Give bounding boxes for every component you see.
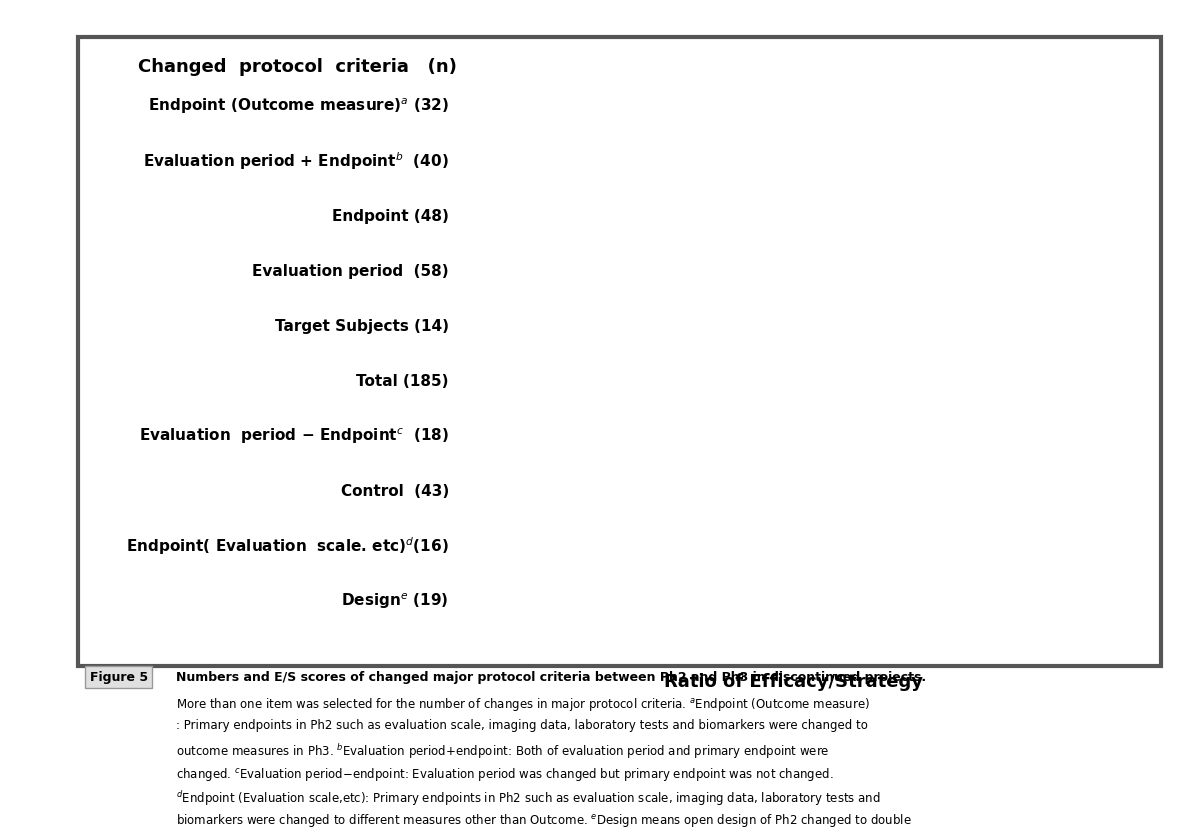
- Bar: [455, 202, 679, 232]
- Text: Total (185): Total (185): [357, 374, 449, 389]
- Text: 2.5: 2.5: [567, 484, 594, 499]
- Text: 6.4: 6.4: [731, 154, 759, 169]
- Bar: [455, 367, 603, 397]
- Text: Endpoint (Outcome measure)$^a$ (32): Endpoint (Outcome measure)$^a$ (32): [148, 97, 449, 117]
- Text: : Primary endpoints in Ph2 such as evaluation scale, imaging data, laboratory te: : Primary endpoints in Ph2 such as evalu…: [176, 719, 868, 732]
- X-axis label: Ratio of Efficacy/Strategy: Ratio of Efficacy/Strategy: [663, 673, 923, 691]
- Bar: [455, 421, 582, 451]
- Text: 4.5: 4.5: [651, 319, 679, 334]
- Text: 2.0: 2.0: [546, 539, 572, 554]
- Text: Design$^e$ (19): Design$^e$ (19): [341, 591, 449, 611]
- Text: changed. $^c$Evaluation period−endpoint: Evaluation period was changed but prima: changed. $^c$Evaluation period−endpoint:…: [176, 766, 833, 782]
- Bar: [455, 312, 645, 342]
- Text: Endpoint( Evaluation  scale. etc)$^d$(16): Endpoint( Evaluation scale. etc)$^d$(16): [126, 536, 449, 557]
- Text: Endpoint (48): Endpoint (48): [332, 209, 449, 224]
- Text: outcome measures in Ph3. $^b$Evaluation period+endpoint: Both of evaluation peri: outcome measures in Ph3. $^b$Evaluation …: [176, 742, 830, 761]
- Text: 13.5: 13.5: [1032, 99, 1069, 114]
- Bar: [455, 476, 560, 506]
- Text: 3.0: 3.0: [588, 429, 615, 444]
- Text: Evaluation  period − Endpoint$^c$  (18): Evaluation period − Endpoint$^c$ (18): [139, 426, 449, 446]
- Text: Evaluation period  (58): Evaluation period (58): [253, 264, 449, 279]
- Text: 5.3: 5.3: [685, 209, 712, 224]
- Bar: [455, 586, 522, 616]
- Bar: [455, 147, 725, 177]
- Text: Evaluation period + Endpoint$^b$  (40): Evaluation period + Endpoint$^b$ (40): [144, 151, 449, 172]
- Bar: [455, 531, 540, 561]
- Text: Numbers and E/S scores of changed major protocol criteria between Ph2 and Ph3 in: Numbers and E/S scores of changed major …: [176, 671, 926, 684]
- Text: Figure 5: Figure 5: [90, 671, 148, 684]
- Text: 4.9: 4.9: [668, 264, 695, 279]
- Text: 3.5: 3.5: [609, 374, 636, 389]
- Bar: [455, 92, 1026, 122]
- Text: More than one item was selected for the number of changes in major protocol crit: More than one item was selected for the …: [176, 696, 870, 712]
- Text: $^d$Endpoint (Evaluation scale,etc): Primary endpoints in Ph2 such as evaluation: $^d$Endpoint (Evaluation scale,etc): Pri…: [176, 789, 881, 808]
- Text: Control  (43): Control (43): [341, 484, 449, 499]
- Text: Changed  protocol  criteria   (n): Changed protocol criteria (n): [138, 58, 456, 77]
- Text: 1.6: 1.6: [529, 594, 555, 609]
- Text: biomarkers were changed to different measures other than Outcome. $^e$Design mea: biomarkers were changed to different mea…: [176, 812, 912, 829]
- Text: Target Subjects (14): Target Subjects (14): [275, 319, 449, 334]
- Bar: [455, 257, 662, 287]
